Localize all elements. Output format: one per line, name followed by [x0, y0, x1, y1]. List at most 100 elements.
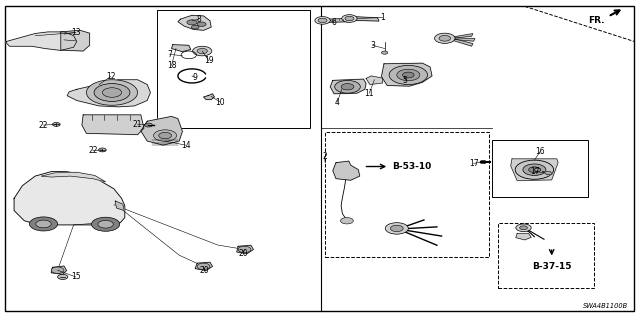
Text: 18: 18: [167, 61, 176, 70]
Circle shape: [102, 88, 122, 97]
Circle shape: [315, 17, 330, 24]
Circle shape: [385, 223, 408, 234]
Circle shape: [154, 130, 177, 141]
Circle shape: [238, 246, 251, 253]
Text: 21: 21: [133, 120, 142, 129]
Polygon shape: [353, 17, 379, 21]
Circle shape: [335, 80, 360, 93]
Circle shape: [516, 224, 531, 232]
Polygon shape: [511, 159, 558, 181]
Circle shape: [92, 217, 120, 231]
Bar: [325, 132, 489, 257]
Polygon shape: [516, 234, 531, 240]
Circle shape: [390, 225, 403, 232]
Circle shape: [435, 33, 455, 43]
Text: B-53-10: B-53-10: [392, 162, 431, 171]
Text: 19: 19: [204, 56, 214, 65]
Text: 8: 8: [196, 15, 201, 24]
Text: 15: 15: [70, 272, 81, 281]
Polygon shape: [195, 262, 212, 271]
Circle shape: [29, 217, 58, 231]
Circle shape: [36, 220, 51, 228]
Circle shape: [342, 15, 357, 22]
Circle shape: [381, 51, 388, 54]
Polygon shape: [14, 172, 125, 225]
Text: B-37-15: B-37-15: [532, 262, 572, 271]
Text: 9: 9: [192, 73, 197, 82]
Circle shape: [197, 48, 207, 54]
Circle shape: [389, 65, 428, 85]
Polygon shape: [6, 32, 77, 50]
Text: 5: 5: [403, 76, 408, 85]
Circle shape: [318, 18, 327, 23]
Circle shape: [520, 226, 527, 230]
Circle shape: [51, 267, 64, 273]
Text: 17: 17: [468, 159, 479, 168]
Polygon shape: [67, 80, 150, 107]
Text: 10: 10: [215, 98, 225, 107]
Bar: [492, 140, 588, 197]
Circle shape: [191, 25, 199, 29]
Circle shape: [345, 16, 354, 21]
Circle shape: [341, 84, 354, 90]
Polygon shape: [237, 245, 253, 254]
Polygon shape: [42, 172, 106, 182]
Text: 11: 11: [365, 89, 374, 98]
Polygon shape: [381, 63, 432, 86]
Text: 2: 2: [322, 152, 327, 161]
Text: 3: 3: [370, 41, 375, 50]
Bar: [498, 223, 594, 288]
Circle shape: [94, 84, 130, 101]
Circle shape: [480, 160, 486, 164]
Polygon shape: [141, 116, 182, 145]
Circle shape: [99, 148, 106, 152]
Polygon shape: [448, 38, 475, 41]
Text: 20: 20: [238, 249, 248, 258]
Text: 6: 6: [332, 18, 337, 27]
Bar: [157, 10, 310, 128]
Text: 7: 7: [167, 50, 172, 59]
Circle shape: [159, 132, 172, 139]
Circle shape: [58, 274, 68, 279]
Circle shape: [197, 22, 206, 26]
Circle shape: [515, 160, 554, 179]
Circle shape: [523, 164, 546, 175]
Polygon shape: [178, 15, 211, 30]
Polygon shape: [326, 19, 351, 22]
Text: 16: 16: [535, 147, 545, 156]
Text: 1: 1: [380, 13, 385, 22]
Polygon shape: [366, 76, 383, 85]
Circle shape: [403, 72, 414, 78]
Text: 14: 14: [180, 141, 191, 150]
Text: 13: 13: [70, 28, 81, 37]
Polygon shape: [448, 38, 473, 46]
Polygon shape: [82, 115, 144, 135]
Circle shape: [187, 20, 197, 25]
Text: 22: 22: [88, 146, 97, 155]
Text: 4: 4: [335, 98, 340, 107]
Polygon shape: [333, 161, 360, 180]
Polygon shape: [61, 30, 90, 51]
Circle shape: [197, 263, 210, 270]
Polygon shape: [51, 266, 67, 274]
Circle shape: [439, 35, 451, 41]
Text: 17: 17: [530, 167, 540, 176]
Text: SWA4B1100B: SWA4B1100B: [583, 303, 628, 309]
Polygon shape: [172, 45, 191, 52]
Polygon shape: [115, 201, 124, 211]
Polygon shape: [448, 33, 473, 39]
Circle shape: [340, 218, 353, 224]
Circle shape: [534, 168, 541, 171]
Circle shape: [145, 123, 152, 127]
Text: 22: 22: [39, 121, 48, 130]
Circle shape: [86, 80, 138, 105]
Text: 12: 12: [106, 72, 115, 81]
Circle shape: [193, 46, 212, 56]
Circle shape: [529, 167, 540, 173]
Text: FR.: FR.: [588, 16, 605, 25]
Circle shape: [397, 69, 420, 81]
Text: 20: 20: [200, 266, 210, 275]
Polygon shape: [330, 79, 366, 94]
Circle shape: [98, 220, 113, 228]
Circle shape: [52, 122, 60, 126]
